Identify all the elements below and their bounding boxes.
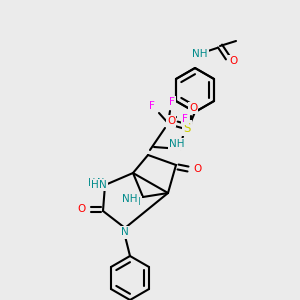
Text: O: O (189, 103, 197, 113)
Text: NH: NH (192, 49, 208, 59)
Text: O: O (78, 204, 86, 214)
Text: N: N (121, 227, 129, 237)
Text: O: O (167, 116, 175, 126)
Text: NH: NH (169, 139, 185, 149)
Text: H: H (91, 180, 99, 190)
Text: NH: NH (126, 197, 140, 207)
Text: F: F (169, 97, 175, 107)
Text: N: N (99, 180, 107, 190)
Text: O: O (189, 103, 197, 113)
Text: NH: NH (193, 49, 207, 59)
Text: S: S (183, 123, 190, 133)
Text: N: N (98, 178, 106, 188)
Text: O: O (193, 164, 201, 174)
Text: O: O (78, 204, 86, 214)
Text: F: F (149, 101, 155, 111)
Text: F: F (182, 114, 188, 124)
Text: H: H (88, 178, 96, 188)
Text: NH: NH (122, 194, 138, 204)
Text: O: O (167, 116, 175, 126)
Text: H: H (91, 178, 99, 188)
Text: S: S (183, 122, 191, 134)
Text: N: N (121, 228, 129, 238)
Text: NH: NH (169, 139, 184, 149)
Text: O: O (229, 56, 237, 66)
Text: N: N (97, 178, 105, 188)
Text: F: F (182, 114, 188, 124)
Text: F: F (149, 101, 155, 111)
Text: O: O (229, 56, 237, 66)
Text: F: F (169, 97, 175, 107)
Text: O: O (193, 164, 201, 174)
